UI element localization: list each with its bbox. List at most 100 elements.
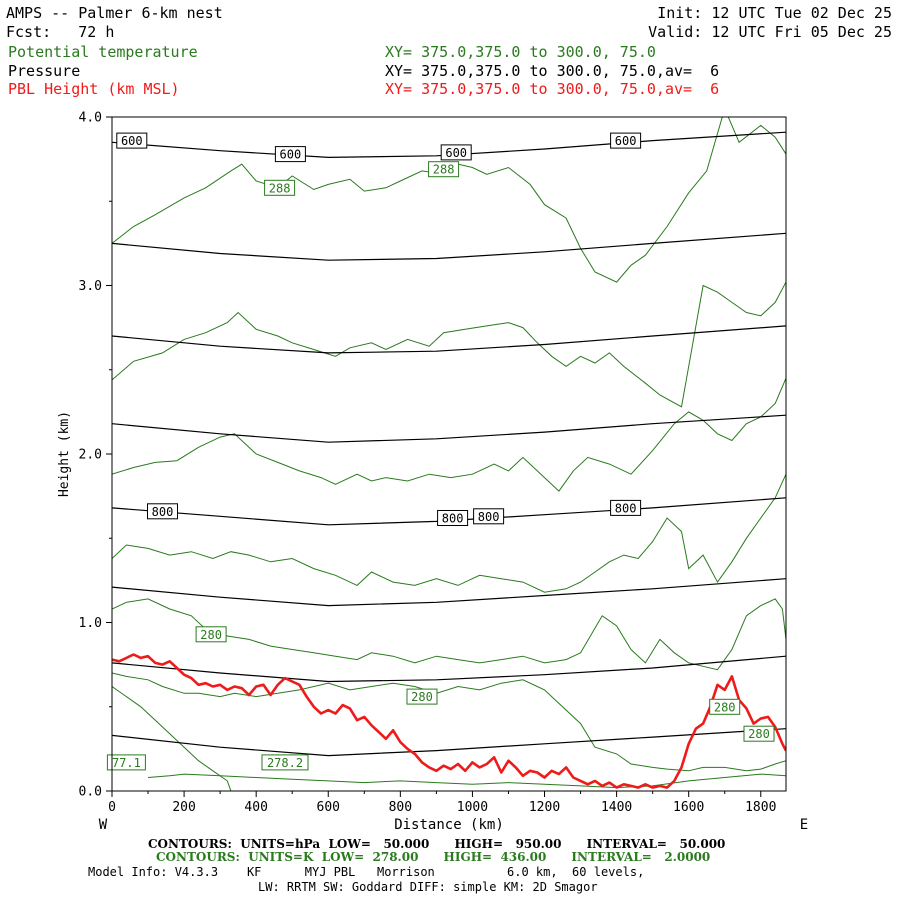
theta-contour-label: 280 — [195, 626, 227, 643]
theta-contour-label: 288 — [428, 161, 460, 178]
theta-contour-label-box — [709, 698, 741, 715]
pbl-height-series — [112, 653, 786, 789]
theta-contour-line — [112, 473, 786, 593]
model-info-physics: LW: RRTM SW: Goddard DIFF: simple KM: 2D… — [258, 880, 598, 894]
x-tick-label: 0 — [108, 800, 116, 815]
y-tick-label: 4.0 — [79, 111, 102, 126]
pressure-contour-line — [112, 325, 786, 354]
forecast-hour: Fcst: 72 h — [6, 23, 115, 41]
axes: 0 200 400 600 800 1000 1200 1400 1600 1800 0.0 1.0 2… — [79, 111, 777, 816]
pressure-contour-label-text: 800 — [478, 510, 500, 524]
theta-contour-line — [112, 598, 786, 671]
pressure-contour-label: 800 — [437, 510, 469, 526]
contours-theta-info: CONTOURS: UNITS=K LOW= 278.00 HIGH= 436.… — [156, 850, 711, 864]
y-tick-label: 1.0 — [79, 616, 102, 631]
plot-frame — [111, 116, 787, 792]
x-tick-label: 600 — [317, 800, 340, 815]
pressure-contours — [112, 131, 786, 757]
pressure-contour-label-box — [610, 499, 642, 516]
theta-contours — [112, 117, 786, 791]
x-tick-label: 200 — [172, 800, 195, 815]
field-xy-pressure: XY= 375.0,375.0 to 300.0, 75.0,av= 6 — [385, 62, 720, 80]
theta-contour-label: 77.1 — [106, 754, 146, 771]
pressure-contour-label: 600 — [610, 132, 642, 149]
pressure-contour-line — [112, 131, 786, 159]
theta-contour-label: 288 — [264, 179, 296, 196]
theta-contour-label-text: 288 — [433, 163, 455, 177]
pressure-contour-label: 600 — [274, 146, 306, 163]
theta-contour-line — [112, 117, 786, 283]
field-name-theta: Potential temperature — [8, 43, 198, 61]
pressure-contour-label-text: 800 — [152, 505, 174, 519]
pressure-contour-label: 600 — [116, 132, 148, 149]
pressure-contour-label: 600 — [440, 144, 472, 161]
pressure-contour-label: 800 — [147, 503, 178, 520]
pressure-contour-label-text: 600 — [615, 134, 637, 148]
theta-contour-line — [112, 672, 786, 772]
y-axis-label: Height (km) — [57, 411, 72, 497]
y-tick-label: 3.0 — [79, 279, 102, 294]
theta-contour-label-text: 278.2 — [267, 756, 303, 770]
theta-contour-line — [147, 773, 786, 789]
x-axis-start-label: W — [99, 817, 108, 833]
theta-contour-label-box — [264, 179, 296, 196]
pressure-contour-line — [112, 578, 786, 607]
theta-contour-label-text: 280 — [714, 700, 736, 714]
pressure-contour-line — [112, 414, 786, 443]
pressure-contour-label-box — [610, 132, 642, 149]
theta-contour-label-box — [261, 754, 309, 771]
x-tick-label: 400 — [244, 800, 267, 815]
x-tick-label: 1000 — [457, 800, 488, 815]
pressure-contour-label-text: 800 — [442, 512, 464, 526]
field-xy-theta: XY= 375.0,375.0 to 300.0, 75.0 — [385, 43, 656, 61]
theta-contour-label: 280 — [709, 698, 741, 715]
contour-labels: 600 600 600 600 800 800 800 800 288 288 280 280 280 2… — [106, 132, 775, 771]
contours-pressure-info: CONTOURS: UNITS=hPa LOW= 50.000 HIGH= 95… — [148, 837, 726, 851]
theta-contour-label-text: 77.1 — [112, 756, 141, 770]
y-tick-label: 0.0 — [79, 785, 102, 800]
x-tick-label: 1600 — [673, 800, 704, 815]
theta-contour-label-box — [106, 754, 146, 771]
field-xy-pbl: XY= 375.0,375.0 to 300.0, 75.0,av= 6 — [385, 80, 720, 98]
theta-contour-label-box — [406, 688, 438, 705]
pressure-contour-label-box — [116, 132, 148, 149]
theta-contour-label: 280 — [743, 725, 775, 742]
pressure-contour-label: 800 — [473, 508, 505, 525]
x-axis-label: Distance (km) — [394, 817, 504, 833]
x-tick-label: 1800 — [745, 800, 776, 815]
pressure-contour-label-text: 800 — [615, 501, 637, 515]
pressure-contour-line — [112, 728, 786, 757]
theta-contour-label-text: 280 — [200, 628, 222, 642]
pressure-contour-label-box — [440, 144, 472, 161]
theta-contour-label-text: 280 — [748, 727, 770, 741]
x-tick-label: 800 — [389, 800, 412, 815]
pressure-contour-label-box — [473, 508, 505, 525]
pressure-contour-label-text: 600 — [121, 134, 143, 148]
theta-contour-line — [112, 281, 786, 408]
field-name-pressure: Pressure — [8, 62, 81, 80]
pressure-contour-line — [112, 655, 786, 683]
theta-contour-label-text: 280 — [411, 690, 433, 704]
pressure-contour-label-box — [274, 146, 306, 163]
theta-contour-label-box — [428, 161, 460, 178]
chart-title: AMPS -- Palmer 6-km nest — [6, 4, 223, 22]
init-time: Init: 12 UTC Tue 02 Dec 25 — [657, 4, 892, 22]
pressure-contour-label: 800 — [610, 499, 642, 516]
theta-contour-line — [112, 378, 786, 492]
pressure-contour-line — [112, 232, 786, 261]
theta-contour-label: 278.2 — [261, 754, 309, 771]
theta-contour-label-text: 288 — [269, 181, 291, 195]
field-name-pbl: PBL Height (km MSL) — [8, 80, 180, 98]
valid-time: Valid: 12 UTC Fri 05 Dec 25 — [648, 23, 892, 41]
pressure-contour-label-text: 600 — [280, 148, 302, 162]
theta-contour-label: 280 — [406, 688, 438, 705]
pressure-contour-label-box — [437, 510, 469, 526]
x-tick-label: 1400 — [601, 800, 632, 815]
x-tick-label: 1200 — [529, 800, 560, 815]
model-info: Model Info: V4.3.3 KF MYJ PBL Morrison 6… — [88, 865, 645, 879]
theta-contour-label-box — [195, 626, 227, 643]
theta-contour-label-box — [743, 725, 775, 742]
x-axis-end-label: E — [800, 817, 808, 833]
y-tick-label: 2.0 — [79, 448, 102, 463]
cross-section-chart: 600 600 600 600 800 800 800 800 288 288 280 280 280 2… — [57, 111, 808, 834]
